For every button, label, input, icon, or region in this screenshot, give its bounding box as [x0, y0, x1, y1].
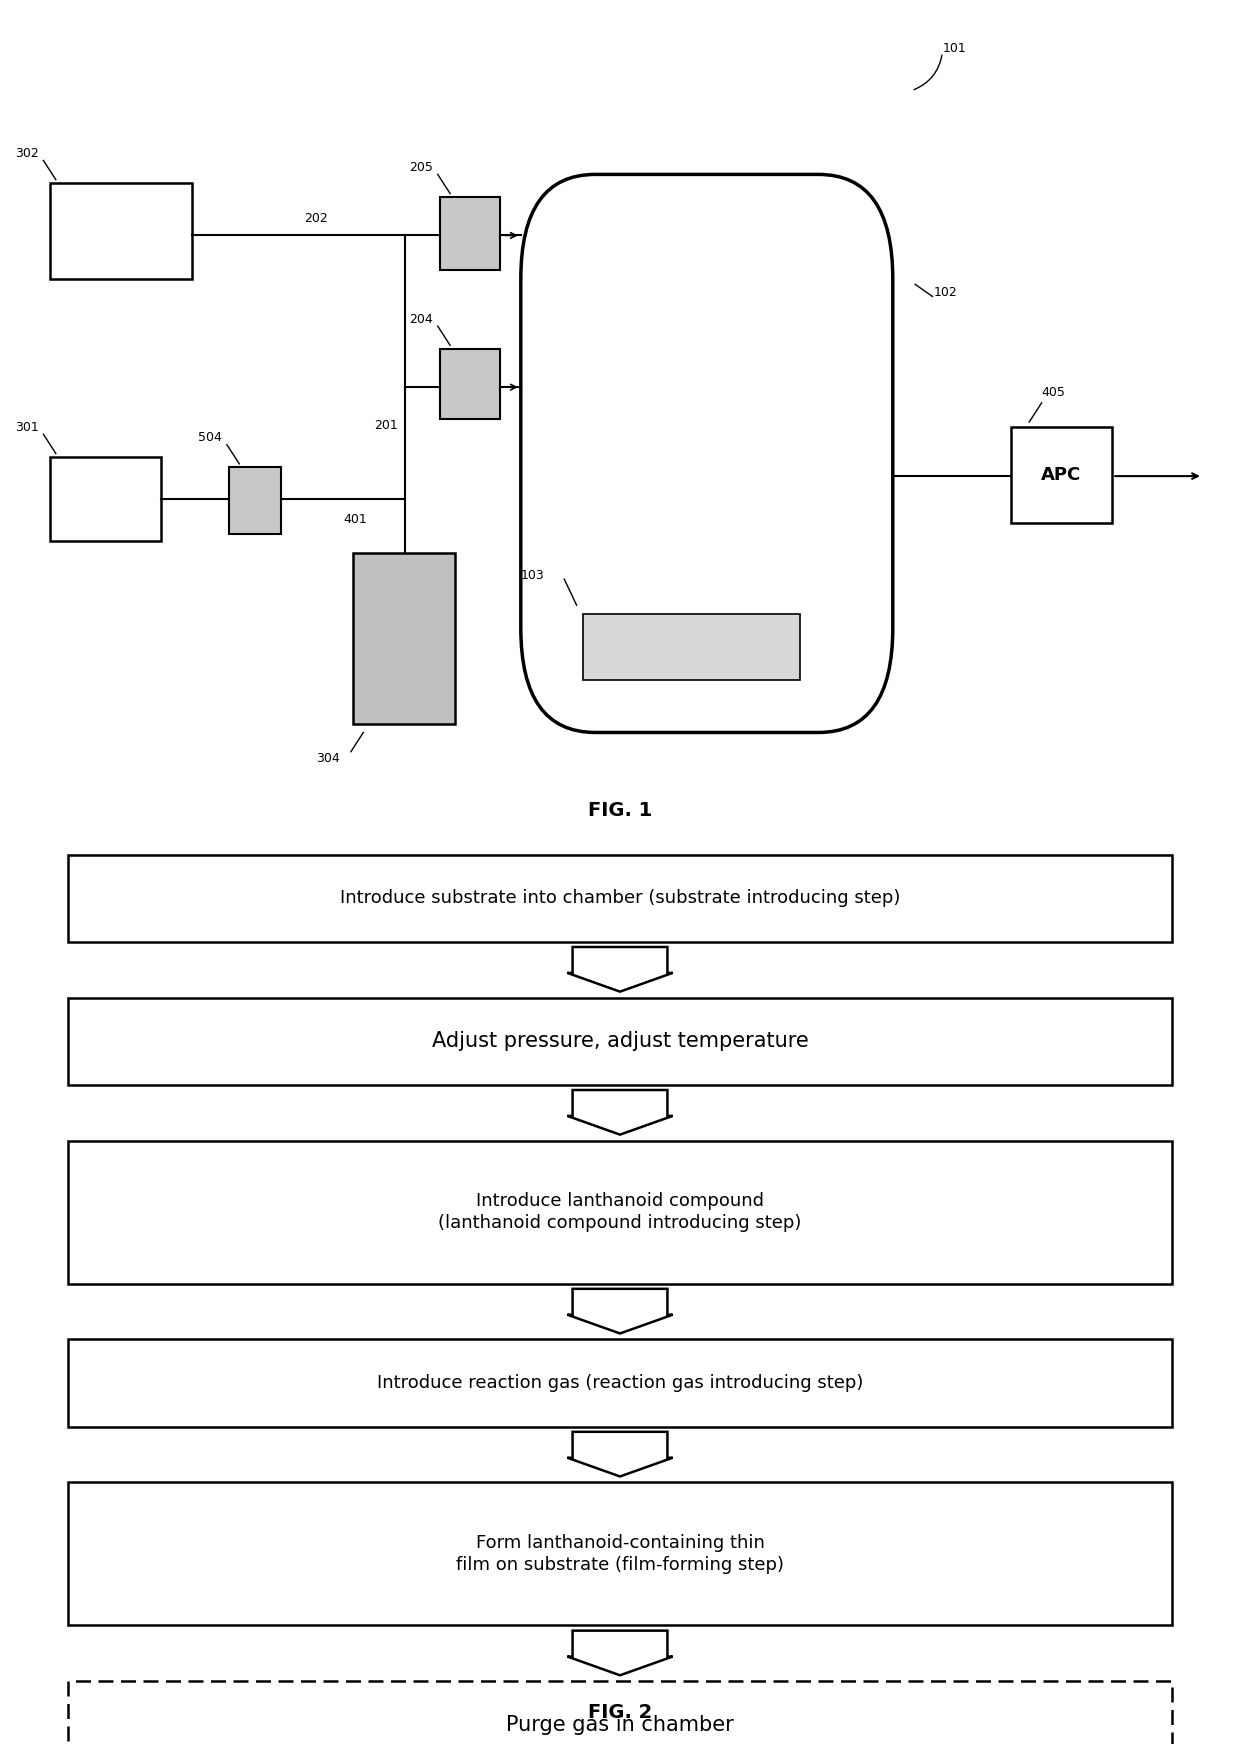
Text: 405: 405	[1042, 385, 1065, 399]
Polygon shape	[568, 1631, 672, 1676]
Text: 401: 401	[343, 513, 367, 527]
Text: Introduce reaction gas (reaction gas introducing step): Introduce reaction gas (reaction gas int…	[377, 1374, 863, 1392]
Text: 101: 101	[942, 42, 966, 56]
Text: Introduce substrate into chamber (substrate introducing step): Introduce substrate into chamber (substr…	[340, 889, 900, 907]
FancyBboxPatch shape	[68, 1681, 1172, 1744]
Text: 202: 202	[304, 211, 327, 225]
FancyBboxPatch shape	[440, 197, 500, 270]
FancyBboxPatch shape	[50, 183, 192, 279]
FancyBboxPatch shape	[583, 614, 800, 680]
FancyBboxPatch shape	[229, 467, 281, 534]
Text: Adjust pressure, adjust temperature: Adjust pressure, adjust temperature	[432, 1031, 808, 1052]
FancyBboxPatch shape	[68, 1482, 1172, 1625]
FancyBboxPatch shape	[68, 1339, 1172, 1427]
FancyBboxPatch shape	[68, 855, 1172, 942]
FancyBboxPatch shape	[50, 457, 161, 541]
FancyBboxPatch shape	[440, 349, 500, 419]
Text: 103: 103	[521, 569, 544, 582]
Text: Form lanthanoid-containing thin
film on substrate (film-forming step): Form lanthanoid-containing thin film on …	[456, 1533, 784, 1575]
Text: 205: 205	[409, 160, 433, 174]
FancyBboxPatch shape	[1011, 427, 1112, 523]
Text: 301: 301	[15, 420, 38, 434]
FancyBboxPatch shape	[68, 998, 1172, 1085]
Polygon shape	[568, 947, 672, 992]
Text: 304: 304	[316, 752, 340, 766]
FancyBboxPatch shape	[521, 174, 893, 732]
Polygon shape	[568, 1289, 672, 1334]
Polygon shape	[568, 1432, 672, 1477]
Text: Purge gas in chamber: Purge gas in chamber	[506, 1714, 734, 1735]
Text: 504: 504	[198, 431, 222, 445]
Text: 302: 302	[15, 146, 38, 160]
Text: FIG. 1: FIG. 1	[588, 802, 652, 820]
FancyBboxPatch shape	[68, 1141, 1172, 1284]
Text: 201: 201	[374, 419, 398, 433]
Text: 102: 102	[934, 286, 957, 300]
Polygon shape	[568, 1090, 672, 1135]
Text: APC: APC	[1042, 466, 1081, 485]
Text: FIG. 2: FIG. 2	[588, 1704, 652, 1721]
Text: 204: 204	[409, 312, 433, 326]
Text: Introduce lanthanoid compound
(lanthanoid compound introducing step): Introduce lanthanoid compound (lanthanoi…	[438, 1191, 802, 1233]
FancyBboxPatch shape	[353, 553, 455, 724]
